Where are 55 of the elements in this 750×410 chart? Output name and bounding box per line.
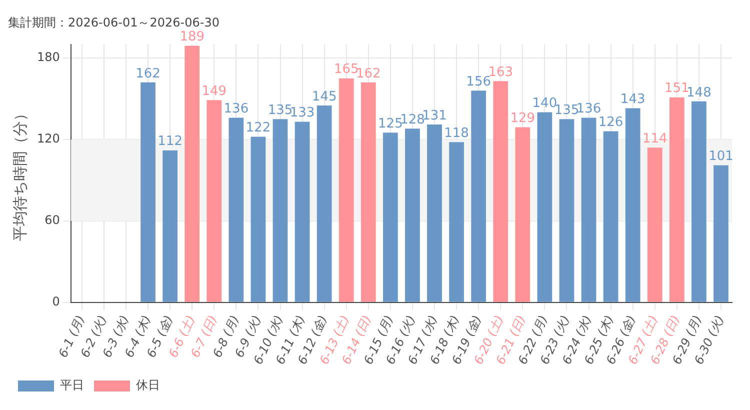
bar [714, 165, 728, 302]
data-label: 156 [466, 74, 491, 90]
bar [692, 101, 706, 302]
bar [625, 108, 640, 302]
bar [382, 132, 398, 302]
bar [316, 106, 332, 302]
data-label: 118 [444, 126, 469, 142]
bar [338, 78, 354, 302]
data-label: 125 [378, 116, 403, 132]
y-tick-label: 60 [44, 213, 60, 228]
y-axis-title: 平均待ち時間（分） [10, 106, 29, 241]
bar [294, 122, 310, 302]
bar [581, 118, 596, 302]
data-label: 114 [642, 131, 668, 146]
bar [272, 119, 288, 302]
bar [537, 112, 552, 302]
bar [140, 82, 156, 302]
bar [493, 81, 508, 302]
legend-label: 休日 [136, 378, 160, 392]
bar [405, 128, 420, 302]
data-label: 140 [532, 96, 558, 112]
bar [559, 119, 574, 302]
bar [471, 90, 486, 302]
y-tick-label: 120 [37, 132, 60, 146]
data-label: 143 [620, 92, 646, 108]
bar [206, 100, 222, 302]
bar [515, 127, 530, 302]
data-label: 136 [224, 102, 249, 117]
y-tick-label: 0 [52, 294, 60, 309]
y-tick-label: 180 [37, 50, 60, 64]
data-label: 151 [664, 81, 690, 96]
data-label: 122 [246, 120, 271, 136]
data-label: 148 [686, 85, 712, 100]
data-label: 126 [598, 115, 624, 130]
bar [603, 131, 618, 302]
bar [162, 150, 178, 302]
bar [669, 97, 684, 302]
data-label: 189 [180, 30, 205, 45]
data-label: 165 [334, 62, 359, 78]
bar [449, 142, 464, 302]
chart-title: 集計期間：2026-06-01～2026-06-30 [8, 15, 220, 30]
bar [427, 124, 442, 302]
data-label: 145 [312, 89, 337, 104]
bar [360, 82, 376, 302]
data-label: 129 [510, 111, 536, 126]
data-label: 136 [576, 102, 602, 117]
data-label: 162 [136, 66, 160, 82]
data-label: 163 [488, 64, 514, 80]
bar [647, 148, 662, 302]
bar [228, 118, 244, 302]
data-label: 149 [202, 84, 227, 99]
bar [250, 136, 266, 302]
data-label: 112 [158, 134, 182, 150]
data-label: 101 [708, 149, 734, 164]
legend-label: 平日 [60, 378, 84, 392]
